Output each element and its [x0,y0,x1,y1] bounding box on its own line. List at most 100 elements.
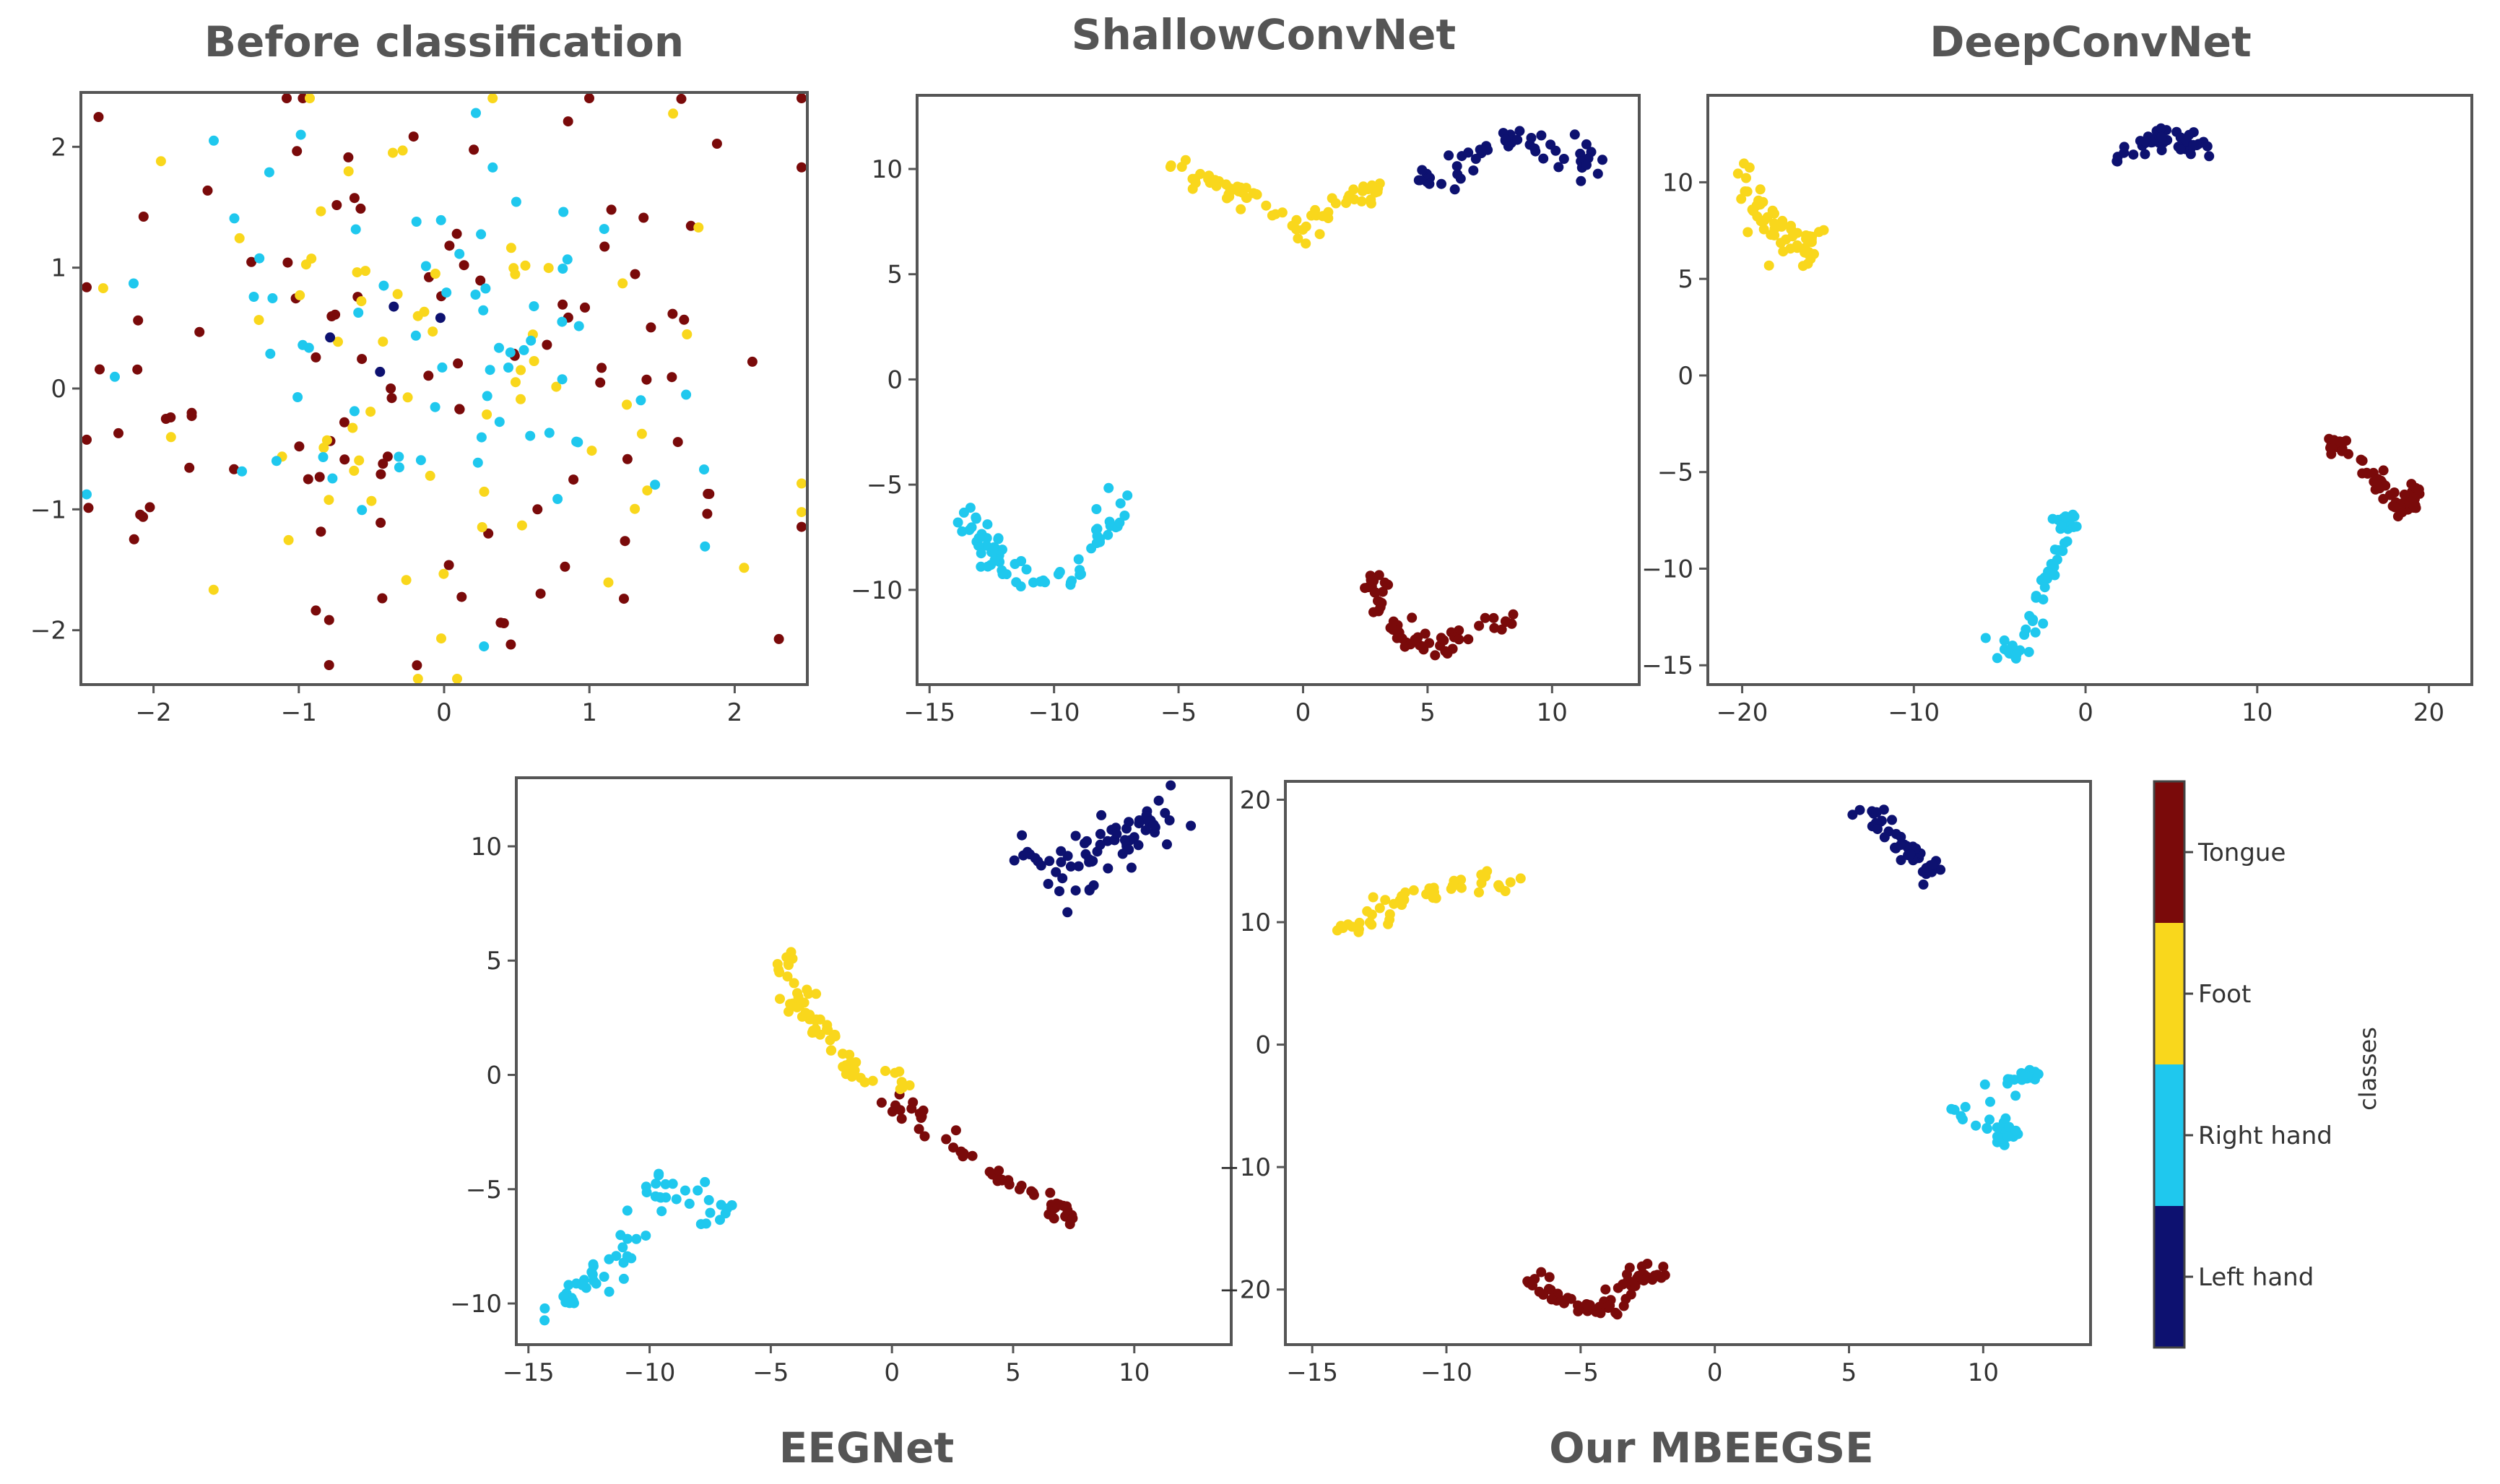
point-right-hand [557,264,568,274]
point-foot [253,315,264,326]
point-foot [693,222,704,233]
point-left-hand [1558,154,1569,164]
point-left-hand [2140,149,2150,160]
y-tick-label: −10 [1219,1153,1271,1182]
point-right-hand [254,253,265,264]
point-tongue [1556,1295,1567,1306]
point-left-hand [1514,126,1525,136]
point-right-hand [476,432,487,443]
point-right-hand [1957,1114,1968,1125]
point-right-hand [1067,576,1077,586]
point-right-hand [997,569,1008,579]
point-right-hand [641,1231,651,1241]
y-tick-label: −10 [851,576,903,605]
point-tongue [560,561,570,572]
point-left-hand [1536,130,1547,141]
point-foot [1301,238,1311,249]
point-tongue [294,441,305,452]
point-left-hand [1581,160,1592,170]
point-tongue [896,1114,907,1124]
point-foot [1431,893,1441,903]
point-tongue [1045,1187,1056,1198]
point-tongue [292,146,303,157]
x-tick-label: −5 [752,1358,789,1387]
point-right-hand [1103,482,1114,493]
point-foot [318,443,329,453]
point-foot [1759,215,1770,225]
chart-before-classification: Before classification −2 −1 0 1 2 −2 −1 0 1 2 [30,17,809,727]
point-right-hand [237,466,248,477]
y-tick-label: 10 [1662,168,1693,197]
point-foot [305,93,315,103]
point-tongue [797,521,807,532]
point-foot [333,337,343,347]
point-foot [1800,246,1811,257]
point-foot [347,422,358,433]
point-foot [1311,210,1321,221]
point-foot [1777,215,1788,226]
point-left-hand [1030,853,1041,864]
point-tongue [711,139,722,149]
point-foot [356,296,367,307]
point-foot [401,575,412,586]
point-right-hand [454,248,465,259]
point-left-hand [1043,879,1054,889]
point-foot [1366,198,1376,209]
point-foot [784,960,794,971]
point-right-hand [1982,1124,1992,1134]
point-right-hand [511,196,521,207]
point-foot [800,1007,811,1018]
point-left-hand [389,301,399,312]
point-tongue [1618,1279,1628,1290]
point-left-hand [1576,175,1587,186]
point-foot [1291,224,1302,235]
point-foot [438,568,449,579]
point-tongue [2413,484,2424,495]
point-foot [1739,158,1749,169]
point-foot [622,399,632,410]
point-right-hand [660,1179,671,1189]
point-left-hand [2185,149,2196,160]
point-right-hand [494,417,505,428]
point-tongue [194,326,205,337]
point-right-hand [1992,653,2002,664]
point-right-hand [976,548,986,559]
point-foot [630,503,641,514]
point-left-hand [1160,807,1171,818]
point-right-hand [410,330,421,341]
point-foot [479,486,490,497]
point-tongue [1496,624,1507,635]
point-tongue [165,412,176,422]
point-foot [586,446,597,456]
chart-deepconvnet: DeepConvNet −20 −10 0 10 20 −15 −10 −5 0 5 10 [1641,17,2473,727]
x-tick-label: −10 [1420,1358,1472,1387]
point-right-hand [650,480,661,490]
point-right-hand [503,363,513,373]
point-foot [799,997,810,1008]
point-left-hand [435,313,446,324]
point-right-hand [1992,1122,2002,1133]
point-foot [1364,917,1375,928]
point-foot [392,289,403,300]
point-right-hand [2071,521,2082,532]
point-foot [208,584,219,595]
point-tongue [599,241,610,252]
x-tick-label: 5 [1420,698,1436,727]
point-right-hand [2002,1132,2013,1142]
point-foot [1372,186,1383,197]
point-tongue [498,618,509,628]
point-tongue [646,322,656,333]
point-foot [402,392,413,403]
point-tongue [672,437,683,448]
point-foot [617,278,628,289]
x-tick-label: −5 [1563,1358,1599,1387]
point-right-hand [267,293,278,303]
point-left-hand [1124,817,1134,828]
point-foot [543,263,554,274]
point-right-hand [248,292,259,302]
point-foot [823,1025,833,1036]
point-tongue [2357,456,2368,466]
point-right-hand [700,541,711,552]
x-tick-label: −20 [1716,698,1768,727]
point-right-hand [617,1242,628,1253]
